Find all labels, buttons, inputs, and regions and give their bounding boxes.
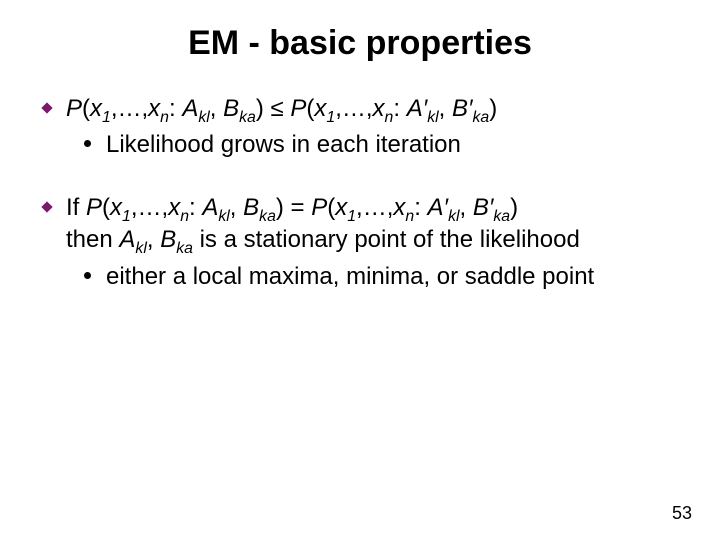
bullet-2-sub-text: either a local maxima, minima, or saddle… <box>106 261 680 293</box>
bullet-1-sub-text: Likelihood grows in each iteration <box>106 129 680 161</box>
bullet-2-text: If P(x1,…,xn: Akl, Bka) = P(x1,…,xn: A′k… <box>66 192 680 257</box>
bullet-level-2: either a local maxima, minima, or saddle… <box>84 261 680 293</box>
diamond-bullet-icon <box>40 192 66 214</box>
round-bullet-icon <box>84 129 106 147</box>
page-number: 53 <box>672 503 692 524</box>
bullet-level-2: Likelihood grows in each iteration <box>84 129 680 161</box>
bullet-level-1: If P(x1,…,xn: Akl, Bka) = P(x1,…,xn: A′k… <box>40 192 680 257</box>
bullet-level-1: P(x1,…,xn: Akl, Bka) ≤ P(x1,…,xn: A′kl, … <box>40 93 680 125</box>
bullet-1-text: P(x1,…,xn: Akl, Bka) ≤ P(x1,…,xn: A′kl, … <box>66 93 680 125</box>
slide-title: EM - basic properties <box>40 24 680 63</box>
round-bullet-icon <box>84 261 106 279</box>
slide-content: P(x1,…,xn: Akl, Bka) ≤ P(x1,…,xn: A′kl, … <box>40 93 680 293</box>
diamond-bullet-icon <box>40 93 66 115</box>
slide: EM - basic properties P(x1,…,xn: Akl, Bk… <box>0 0 720 540</box>
